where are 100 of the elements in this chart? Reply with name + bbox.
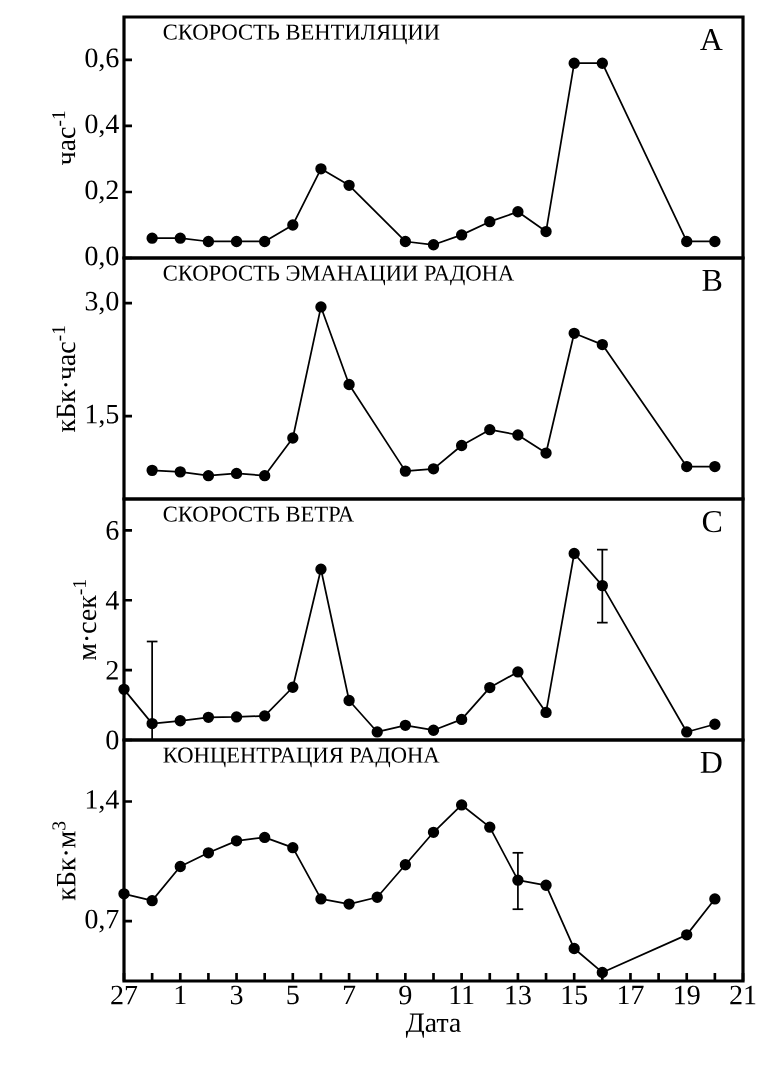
point [540,225,552,238]
point [343,378,355,391]
y-tick-label: 0,4 [85,114,119,138]
y-axis-title: м·сек$^{-1}$ [73,580,97,661]
x-tick-label: 19 [675,985,700,1005]
point [596,338,608,351]
y-tick-label: 6 [106,521,119,540]
point [287,681,299,693]
point [399,859,412,871]
point [202,235,215,248]
point [709,893,721,905]
point [540,706,552,719]
x-tick-label: 27 [111,985,138,1005]
point [202,847,215,859]
x-tick-label: 1 [175,985,186,1005]
point [596,966,608,979]
point [427,239,440,251]
point [371,726,383,738]
point [540,447,552,459]
point [484,424,496,436]
point [259,831,271,844]
point [371,891,383,903]
point [427,826,440,838]
point [315,893,327,905]
point [287,432,299,444]
x-tick-label: 5 [287,985,299,1005]
point [484,216,496,228]
point [259,710,271,722]
y-axis-title: кБк·м$^{3}$ [52,821,76,901]
point [568,942,580,955]
point [484,821,496,833]
y-tick-label: 0,2 [85,180,118,204]
x-tick-label: 17 [618,985,644,1005]
point [568,57,580,69]
point [315,563,327,575]
point [174,860,186,873]
point [596,57,608,69]
point [512,666,524,678]
annotation: B [702,269,722,291]
y-tick-label: 3,0 [85,291,119,315]
y-tick-label: 0,6 [85,48,119,72]
x-tick-label: 15 [562,985,588,1005]
point [681,235,693,248]
x-tick-label: 21 [730,985,756,1005]
point [455,229,468,241]
point [315,163,327,175]
point [399,465,412,477]
point [343,179,355,192]
point [709,718,721,730]
point [230,711,243,723]
point [174,466,186,478]
y-tick-label: 0,7 [85,909,119,933]
y-axis-title: кБк·час$^{-1}$ [52,326,76,433]
point [709,460,721,473]
point [315,301,327,313]
point [343,694,355,707]
point [427,463,440,475]
y-tick-label: 2 [106,660,118,680]
annotation: C [702,510,722,533]
y-tick-label: 4 [105,591,119,610]
point [287,219,299,231]
point [681,726,693,738]
annotation: D [700,751,722,773]
point [568,327,580,339]
point [512,874,524,886]
point [230,467,243,480]
x-tick-label: 11 [450,985,474,1005]
point [343,898,355,910]
chart-title: СКОРОСТЬ ЭМАНАЦИИ РАДОНА [163,265,515,286]
x-axis-title: Дата [405,1013,461,1038]
point [455,799,468,811]
point [259,235,271,248]
point [568,547,580,560]
point [512,429,524,441]
annotation: A [700,28,723,50]
point [202,469,215,482]
x-tick-label: 3 [230,985,243,1005]
point [455,713,468,726]
chart-title: СКОРОСТЬ ВЕТРА [163,506,354,522]
point [174,715,186,727]
point [427,724,440,736]
chart-title: КОНЦЕНТРАЦИЯ РАДОНА [163,747,440,768]
x-tick-label: 7 [343,985,356,1004]
x-tick-label: 13 [506,985,531,1005]
y-tick-label: 1,4 [86,790,119,813]
y-tick-label: 0 [106,730,119,750]
point [202,711,215,723]
y-tick-label: 0,0 [85,246,119,270]
point [512,206,524,218]
point [287,842,299,854]
point [596,579,608,592]
point [681,929,693,941]
point [399,719,412,731]
point [259,469,271,482]
y-axis-title: час$^{-1}$ [52,111,76,165]
point [681,460,693,473]
point [174,232,186,244]
chart-title: СКОРОСТЬ ВЕНТИЛЯЦИИ [163,24,440,45]
y-tick-label: 1,5 [86,404,119,428]
point [230,835,243,847]
